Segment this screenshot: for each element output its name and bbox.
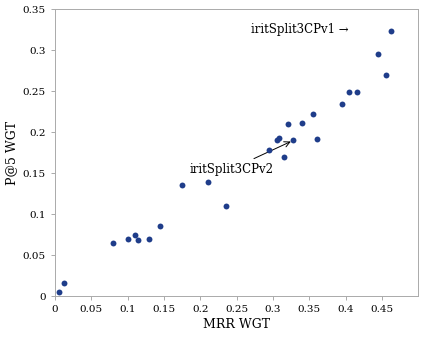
Y-axis label: P@5 WGT: P@5 WGT: [6, 121, 19, 185]
Point: [353, 89, 360, 95]
Point: [313, 136, 320, 142]
Point: [281, 154, 287, 159]
Point: [388, 29, 394, 34]
Point: [157, 223, 164, 228]
Point: [124, 236, 131, 242]
Point: [299, 120, 306, 126]
Point: [284, 121, 291, 127]
Point: [310, 112, 316, 117]
Point: [276, 135, 282, 141]
Text: iritSplit3CPv1 →: iritSplit3CPv1 →: [251, 23, 349, 36]
Point: [273, 137, 280, 143]
Point: [131, 232, 138, 237]
X-axis label: MRR WGT: MRR WGT: [203, 318, 270, 332]
Point: [382, 72, 389, 78]
Point: [266, 148, 273, 153]
Point: [346, 89, 353, 95]
Point: [222, 203, 229, 209]
Text: iritSplit3CPv2: iritSplit3CPv2: [190, 142, 290, 176]
Point: [375, 52, 382, 57]
Point: [60, 280, 67, 286]
Point: [290, 137, 297, 143]
Point: [135, 238, 142, 243]
Point: [110, 240, 117, 246]
Point: [179, 182, 186, 187]
Point: [339, 101, 346, 107]
Point: [55, 289, 62, 295]
Point: [204, 180, 211, 185]
Point: [146, 236, 153, 242]
